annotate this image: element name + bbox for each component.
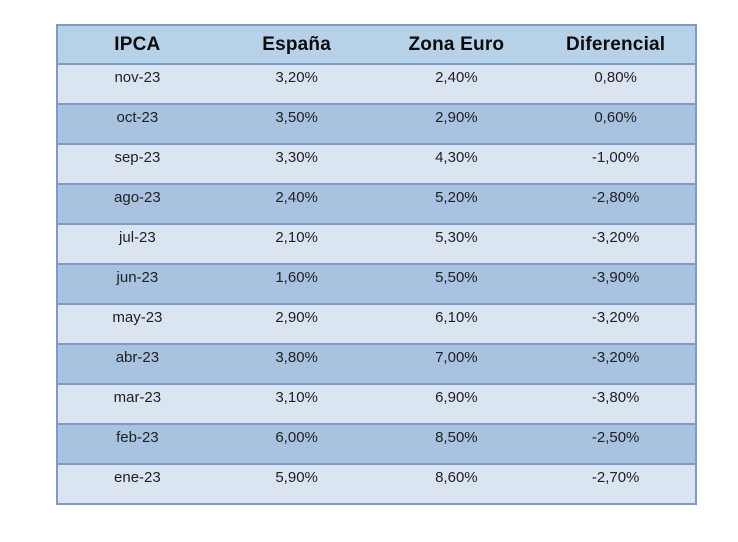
table-body: nov-23 3,20% 2,40% 0,80% oct-23 3,50% 2,… <box>57 64 696 504</box>
cell-month: jun-23 <box>57 264 217 304</box>
cell-espana: 5,90% <box>216 464 377 504</box>
table-row: nov-23 3,20% 2,40% 0,80% <box>57 64 696 104</box>
cell-espana: 2,40% <box>216 184 377 224</box>
cell-diferencial: -3,20% <box>536 344 696 384</box>
table-row: ene-23 5,90% 8,60% -2,70% <box>57 464 696 504</box>
table-row: jun-23 1,60% 5,50% -3,90% <box>57 264 696 304</box>
cell-zona-euro: 6,90% <box>376 384 537 424</box>
table-row: sep-23 3,30% 4,30% -1,00% <box>57 144 696 184</box>
cell-month: may-23 <box>57 304 217 344</box>
cell-zona-euro: 6,10% <box>376 304 537 344</box>
cell-espana: 6,00% <box>216 424 377 464</box>
cell-diferencial: -2,70% <box>536 464 696 504</box>
cell-diferencial: -3,90% <box>536 264 696 304</box>
cell-month: abr-23 <box>57 344 217 384</box>
cell-espana: 3,20% <box>216 64 377 104</box>
cell-diferencial: -3,20% <box>536 304 696 344</box>
cell-month: sep-23 <box>57 144 217 184</box>
cell-zona-euro: 8,60% <box>376 464 537 504</box>
cell-diferencial: -3,20% <box>536 224 696 264</box>
cell-month: oct-23 <box>57 104 217 144</box>
cell-espana: 3,30% <box>216 144 377 184</box>
header-cell-diferencial: Diferencial <box>536 25 696 64</box>
header-cell-espana: España <box>216 25 377 64</box>
cell-diferencial: -1,00% <box>536 144 696 184</box>
ipca-table: IPCA España Zona Euro Diferencial nov-23… <box>56 24 697 505</box>
cell-diferencial: 0,60% <box>536 104 696 144</box>
table-row: ago-23 2,40% 5,20% -2,80% <box>57 184 696 224</box>
table-header: IPCA España Zona Euro Diferencial <box>57 25 696 64</box>
cell-zona-euro: 4,30% <box>376 144 537 184</box>
table-row: mar-23 3,10% 6,90% -3,80% <box>57 384 696 424</box>
cell-zona-euro: 8,50% <box>376 424 537 464</box>
table-header-row: IPCA España Zona Euro Diferencial <box>57 25 696 64</box>
cell-month: ene-23 <box>57 464 217 504</box>
cell-espana: 2,90% <box>216 304 377 344</box>
cell-diferencial: 0,80% <box>536 64 696 104</box>
cell-espana: 3,80% <box>216 344 377 384</box>
cell-espana: 3,50% <box>216 104 377 144</box>
cell-month: nov-23 <box>57 64 217 104</box>
cell-espana: 2,10% <box>216 224 377 264</box>
cell-zona-euro: 5,20% <box>376 184 537 224</box>
cell-zona-euro: 5,50% <box>376 264 537 304</box>
cell-zona-euro: 2,90% <box>376 104 537 144</box>
cell-zona-euro: 7,00% <box>376 344 537 384</box>
cell-month: ago-23 <box>57 184 217 224</box>
cell-month: jul-23 <box>57 224 217 264</box>
cell-month: mar-23 <box>57 384 217 424</box>
table-row: oct-23 3,50% 2,90% 0,60% <box>57 104 696 144</box>
header-cell-zona-euro: Zona Euro <box>376 25 537 64</box>
table-row: jul-23 2,10% 5,30% -3,20% <box>57 224 696 264</box>
table-row: abr-23 3,80% 7,00% -3,20% <box>57 344 696 384</box>
table-row: may-23 2,90% 6,10% -3,20% <box>57 304 696 344</box>
cell-espana: 1,60% <box>216 264 377 304</box>
cell-zona-euro: 5,30% <box>376 224 537 264</box>
cell-diferencial: -3,80% <box>536 384 696 424</box>
cell-diferencial: -2,50% <box>536 424 696 464</box>
cell-espana: 3,10% <box>216 384 377 424</box>
header-cell-ipca: IPCA <box>57 25 217 64</box>
table-row: feb-23 6,00% 8,50% -2,50% <box>57 424 696 464</box>
cell-zona-euro: 2,40% <box>376 64 537 104</box>
cell-diferencial: -2,80% <box>536 184 696 224</box>
cell-month: feb-23 <box>57 424 217 464</box>
